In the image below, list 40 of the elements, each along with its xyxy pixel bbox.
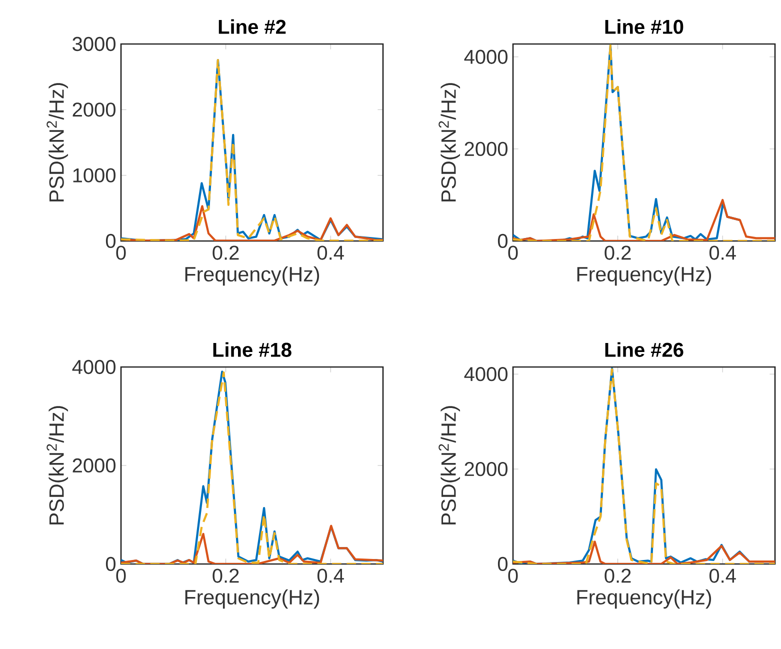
y-tick-label: 1000	[73, 168, 116, 182]
chart-title: Line #2	[218, 19, 286, 34]
x-tick-label: 0.4	[709, 568, 736, 583]
y-tick-label: 0	[498, 556, 508, 572]
chart-title: Line #26	[605, 342, 684, 357]
line-series	[513, 540, 775, 564]
x-axis-title: Frequency(Hz)	[577, 589, 712, 609]
line-series	[121, 524, 383, 564]
x-tick-label: 0.4	[317, 568, 344, 583]
x-tick-label: 0.4	[317, 246, 344, 260]
y-tick-label: 2000	[72, 102, 116, 117]
y-tick-label: 4000	[464, 50, 508, 64]
y-tick-label: 2000	[464, 462, 508, 476]
chart-title: Line #10	[605, 19, 684, 34]
y-tick-label: 0	[106, 234, 116, 248]
x-tick-label: 0	[116, 568, 126, 583]
x-tick-label: 0.4	[709, 246, 736, 260]
y-tick-label: 4000	[464, 367, 508, 382]
x-tick-label: 0.2	[604, 568, 631, 583]
x-tick-label: 0	[508, 568, 518, 583]
x-axis-title: Frequency(Hz)	[185, 266, 320, 286]
y-tick-label: 2000	[72, 458, 116, 473]
x-tick-label: 0.2	[604, 246, 631, 260]
x-tick-label: 0	[508, 246, 518, 260]
y-axis-title: PSD(kN$^{2}$/Hz)	[46, 406, 68, 524]
x-axis-title: Frequency(Hz)	[577, 266, 712, 286]
y-tick-label: 4000	[72, 360, 116, 374]
y-axis-title: PSD(kN$^{2}$/Hz)	[46, 83, 68, 202]
chart-title: Line #18	[213, 342, 292, 357]
y-axis-title: PSD(kN$^{2}$/Hz)	[438, 406, 460, 524]
x-axis-title: Frequency(Hz)	[185, 589, 320, 609]
y-tick-label: 2000	[464, 142, 508, 156]
x-tick-label: 0.2	[212, 568, 239, 583]
y-tick-label: 0	[106, 556, 116, 572]
x-tick-label: 0.2	[212, 246, 239, 260]
y-tick-label: 3000	[72, 36, 116, 52]
x-tick-label: 0	[116, 246, 126, 260]
line-series	[513, 198, 775, 241]
y-axis-title: PSD(kN$^{2}$/Hz)	[438, 83, 460, 202]
y-tick-label: 0	[498, 234, 508, 248]
